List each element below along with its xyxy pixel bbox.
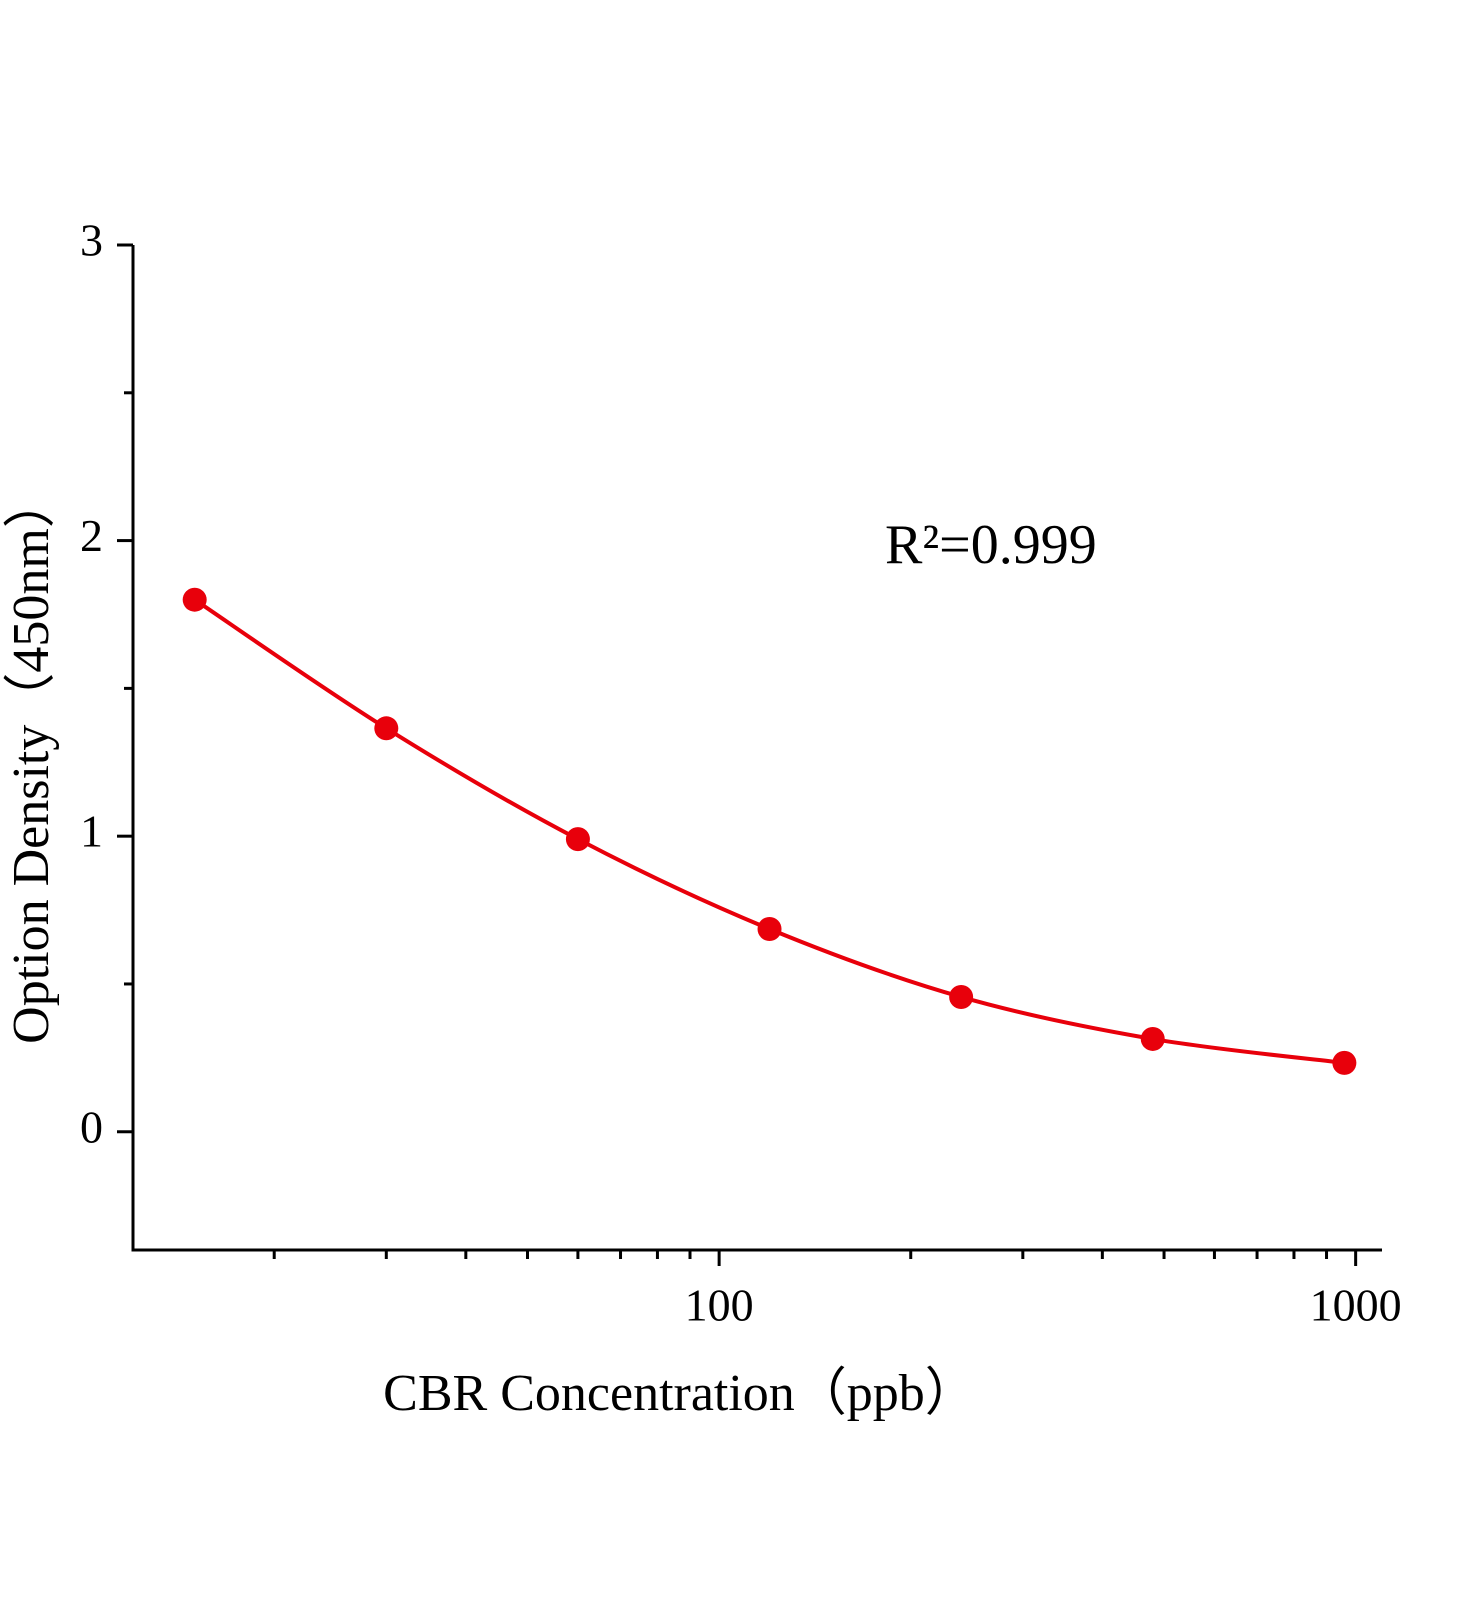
data-point (1332, 1050, 1357, 1075)
axes (131, 245, 1382, 1252)
data-point (182, 587, 207, 612)
data-point (1140, 1026, 1165, 1051)
y-tick-label: 0 (80, 1101, 103, 1152)
x-tick-label: 1000 (1310, 1280, 1402, 1331)
y-tick-label: 1 (80, 806, 103, 857)
y-axis-title: Option Density（450nm） (3, 476, 60, 1044)
y-tick-label: 3 (80, 215, 103, 266)
data-point (757, 916, 782, 941)
fit-line (193, 598, 1345, 1065)
x-axis-title: CBR Concentration（ppb） (383, 1365, 977, 1422)
y-tick-label: 2 (80, 510, 103, 561)
data-point (949, 984, 974, 1009)
x-tick-label: 100 (685, 1280, 754, 1331)
data-point (374, 716, 399, 741)
annotation: R²=0.999 (885, 514, 1097, 576)
data-point (565, 827, 590, 852)
